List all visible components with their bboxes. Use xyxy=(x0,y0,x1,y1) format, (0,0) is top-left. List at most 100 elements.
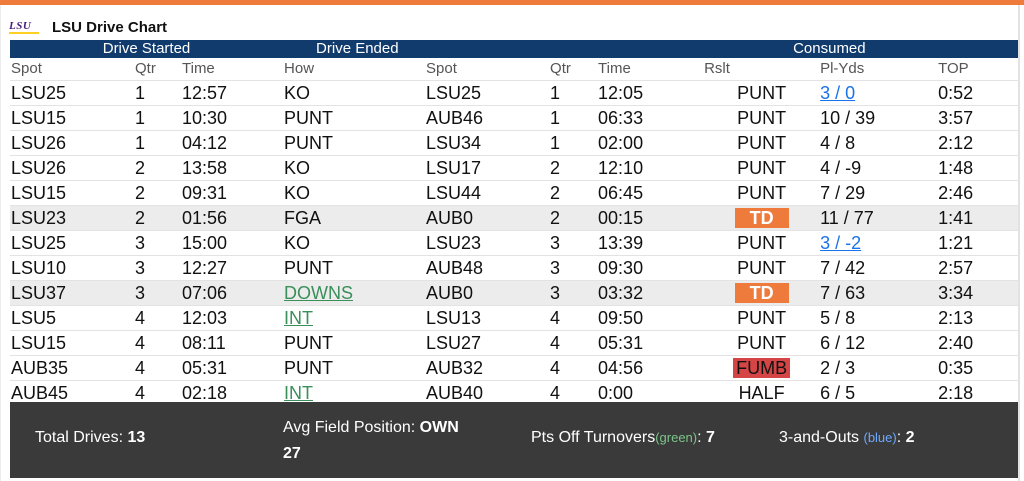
cell-time-end: 02:00 xyxy=(597,130,704,156)
cell-spot-start: LSU15 xyxy=(10,105,134,131)
cell-how: KO xyxy=(283,80,426,106)
cell-spot-end: AUB40 xyxy=(425,380,550,405)
cell-plays-yards: 7 / 42 xyxy=(819,255,938,281)
table-row: LSU25 3 15:00 KO LSU23 3 13:39 PUNT 3 / … xyxy=(10,230,1019,256)
cell-how: KO xyxy=(283,180,426,206)
cell-result: PUNT xyxy=(703,330,820,356)
cell-qtr-start: 1 xyxy=(134,80,181,106)
table-row: LSU5 4 12:03 INT LSU13 4 09:50 PUNT 5 / … xyxy=(10,305,1019,331)
cell-result: FUMB xyxy=(703,355,820,381)
cell-spot-end: LSU27 xyxy=(425,330,550,356)
cell-result: PUNT xyxy=(703,305,820,331)
cell-spot-end: LSU44 xyxy=(425,180,550,206)
table-row: LSU15 1 10:30 PUNT AUB46 1 06:33 PUNT 10… xyxy=(10,105,1019,131)
cell-how: PUNT xyxy=(283,105,426,131)
cell-spot-start: AUB35 xyxy=(10,355,134,381)
cell-qtr-start: 4 xyxy=(134,305,181,331)
table-row: AUB45 4 02:18 INT AUB40 4 0:00 HALF 6 / … xyxy=(10,380,1019,405)
cell-qtr-start: 1 xyxy=(134,105,181,131)
cell-time-start: 12:57 xyxy=(181,80,284,106)
summary-bar: Total Drives: 13 Avg Field Position: OWN… xyxy=(10,402,1018,478)
col-time-end: Time xyxy=(598,60,631,77)
cell-plays-yards: 7 / 29 xyxy=(819,180,938,206)
cell-how: PUNT xyxy=(283,355,426,381)
cell-qtr-end: 4 xyxy=(549,305,598,331)
td-badge: TD xyxy=(734,208,789,228)
cell-time-start: 12:27 xyxy=(181,255,284,281)
turnover-link[interactable]: INT xyxy=(284,308,314,328)
cell-spot-start: LSU10 xyxy=(10,255,134,281)
three-and-out-link[interactable]: 3 / 0 xyxy=(820,83,856,103)
cell-qtr-start: 3 xyxy=(134,280,181,306)
cell-result: TD xyxy=(703,205,820,231)
total-drives: Total Drives: 13 xyxy=(35,429,145,447)
cell-plays-yards: 3 / 0 xyxy=(819,80,938,106)
cell-spot-end: LSU13 xyxy=(425,305,550,331)
three-and-outs-label: 3-and-Outs xyxy=(779,429,864,446)
cell-top: 1:21 xyxy=(937,230,1019,256)
avg-field-position-label: Avg Field Position: xyxy=(283,419,420,436)
cell-qtr-end: 3 xyxy=(549,280,598,306)
cell-qtr-end: 2 xyxy=(549,205,598,231)
cell-spot-start: LSU5 xyxy=(10,305,134,331)
cell-spot-end: AUB46 xyxy=(425,105,550,131)
cell-spot-end: AUB48 xyxy=(425,255,550,281)
cell-top: 0:35 xyxy=(937,355,1019,381)
table-row: LSU26 2 13:58 KO LSU17 2 12:10 PUNT 4 / … xyxy=(10,155,1019,181)
cell-time-start: 09:31 xyxy=(181,180,284,206)
total-drives-label: Total Drives: xyxy=(35,429,128,446)
three-and-out-link[interactable]: 3 / -2 xyxy=(820,233,862,253)
cell-spot-end: AUB0 xyxy=(425,280,550,306)
cell-top: 3:34 xyxy=(937,280,1019,306)
cell-qtr-start: 2 xyxy=(134,205,181,231)
cell-qtr-start: 2 xyxy=(134,180,181,206)
cell-result: PUNT xyxy=(703,180,820,206)
cell-spot-start: LSU25 xyxy=(10,230,134,256)
cell-spot-start: AUB45 xyxy=(10,380,134,405)
cell-qtr-end: 1 xyxy=(549,105,598,131)
cell-plays-yards: 10 / 39 xyxy=(819,105,938,131)
cell-plays-yards: 6 / 5 xyxy=(819,380,938,405)
turnover-link[interactable]: DOWNS xyxy=(284,283,354,303)
cell-time-start: 04:12 xyxy=(181,130,284,156)
cell-plays-yards: 6 / 12 xyxy=(819,330,938,356)
cell-qtr-end: 3 xyxy=(549,255,598,281)
turnover-link[interactable]: INT xyxy=(284,383,314,403)
cell-spot-end: LSU23 xyxy=(425,230,550,256)
cell-time-start: 05:31 xyxy=(181,355,284,381)
three-and-outs-note: (blue) xyxy=(863,430,897,445)
cell-time-end: 05:31 xyxy=(597,330,704,356)
td-badge: TD xyxy=(734,283,789,303)
lsu-logo-icon: LSU xyxy=(9,20,39,34)
cell-plays-yards: 2 / 3 xyxy=(819,355,938,381)
col-result: Rslt xyxy=(704,60,730,77)
cell-result: PUNT xyxy=(703,155,820,181)
group-drive-started: Drive Started xyxy=(10,40,284,58)
cell-top: 0:52 xyxy=(937,80,1019,106)
cell-qtr-end: 4 xyxy=(549,355,598,381)
table-row: LSU37 3 07:06 DOWNS AUB0 3 03:32 TD 7 / … xyxy=(10,280,1019,306)
cell-qtr-end: 4 xyxy=(549,330,598,356)
cell-qtr-start: 4 xyxy=(134,380,181,405)
cell-plays-yards: 4 / -9 xyxy=(819,155,938,181)
table-row: LSU23 2 01:56 FGA AUB0 2 00:15 TD 11 / 7… xyxy=(10,205,1019,231)
cell-qtr-end: 1 xyxy=(549,80,598,106)
col-plays-yards: Pl-Yds xyxy=(820,60,865,77)
cell-spot-start: LSU23 xyxy=(10,205,134,231)
cell-spot-end: AUB0 xyxy=(425,205,550,231)
col-spot-start: Spot xyxy=(11,60,42,77)
cell-result: HALF xyxy=(703,380,820,405)
cell-plays-yards: 11 / 77 xyxy=(819,205,938,231)
cell-spot-start: LSU15 xyxy=(10,180,134,206)
cell-time-end: 03:32 xyxy=(597,280,704,306)
cell-plays-yards: 3 / -2 xyxy=(819,230,938,256)
cell-result: PUNT xyxy=(703,130,820,156)
cell-time-start: 01:56 xyxy=(181,205,284,231)
cell-time-start: 12:03 xyxy=(181,305,284,331)
cell-time-end: 09:50 xyxy=(597,305,704,331)
col-how: How xyxy=(284,60,315,77)
group-drive-ended: Drive Ended xyxy=(283,40,704,58)
total-drives-value: 13 xyxy=(127,429,146,446)
cell-time-end: 0:00 xyxy=(597,380,704,405)
cell-spot-start: LSU37 xyxy=(10,280,134,306)
